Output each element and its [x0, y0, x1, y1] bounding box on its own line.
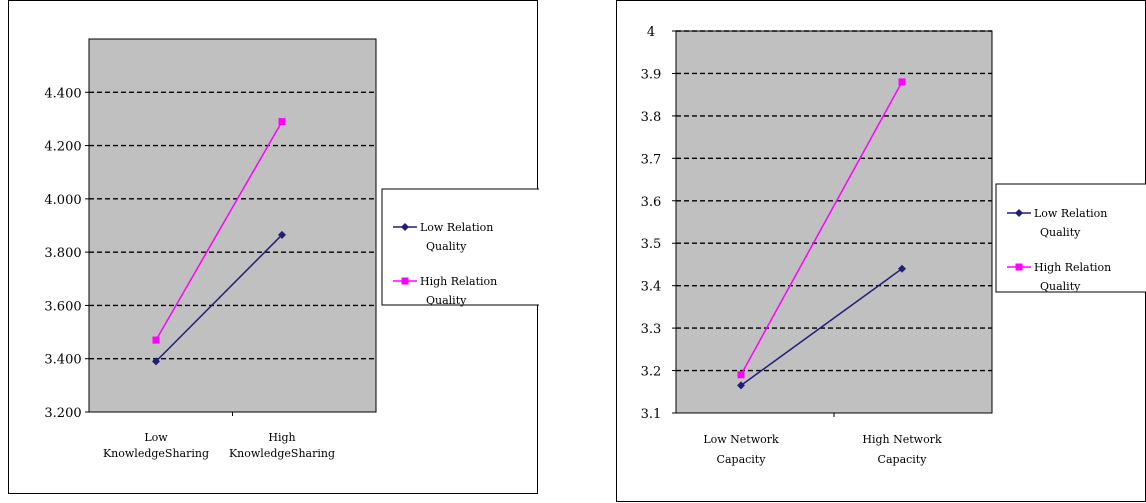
- y-tick-label: 3.2: [641, 365, 662, 380]
- plot-area: [88, 38, 377, 413]
- x-category-label: Capacity: [717, 453, 767, 466]
- y-tick-label: 3.400: [44, 353, 81, 368]
- x-category-label: KnowledgeSharing: [103, 447, 209, 460]
- legend-entry-label: Low Relation: [420, 221, 493, 234]
- legend-entry-label: Quality: [426, 294, 467, 307]
- y-tick-label: 3.9: [641, 67, 662, 82]
- y-tick-label: 3.7: [641, 152, 662, 167]
- x-category-label: KnowledgeSharing: [229, 447, 335, 460]
- series-line-high-relation-quality: [155, 121, 283, 341]
- x-category-label: Low: [144, 431, 168, 444]
- data-point: [737, 371, 745, 379]
- y-tick-label: 4.000: [44, 193, 81, 208]
- data-point: [898, 264, 906, 273]
- y-tick-label: 3.8: [641, 110, 662, 125]
- legend-marker: [1015, 263, 1023, 271]
- chart-network-capacity-svg: 3.1 3.2 3.3 3.4 3.5 3.6 3.7 3.8 3.9 4 Low Network C…: [641, 25, 1146, 466]
- x-category-label: Low Network: [703, 433, 779, 446]
- chart-knowledge-sharing: 3.200 3.400 3.600 3.800 4.000 4.200 4.400 Low Kn…: [8, 0, 539, 494]
- legend-box: [381, 188, 539, 306]
- series-line-low-relation-quality: [740, 268, 903, 387]
- data-point: [278, 118, 286, 126]
- x-category-label: Capacity: [878, 453, 928, 466]
- y-tick-label: 3.4: [641, 280, 662, 295]
- legend-entry-label: High Relation: [420, 275, 497, 288]
- y-tick-label: 3.1: [641, 407, 662, 422]
- series-line-high-relation-quality: [740, 81, 903, 376]
- chart-network-capacity: 3.1 3.2 3.3 3.4 3.5 3.6 3.7 3.8 3.9 4 Low Network C…: [616, 0, 1146, 502]
- legend-entry-label: Low Relation: [1034, 207, 1107, 220]
- chart-knowledge-sharing-svg: 3.200 3.400 3.600 3.800 4.000 4.200 4.400 Low Kn…: [44, 38, 539, 460]
- plot-area: [675, 30, 993, 414]
- y-tick-label: 3.6: [641, 195, 662, 210]
- y-tick-label: 4.200: [44, 140, 81, 155]
- data-point: [152, 357, 160, 366]
- legend-marker: [1015, 209, 1023, 217]
- legend-box: [995, 183, 1146, 293]
- legend-entry-label: Quality: [1040, 280, 1081, 293]
- series-line-low-relation-quality: [155, 234, 283, 362]
- legend-marker: [401, 277, 409, 285]
- data-point: [737, 381, 745, 390]
- y-tick-label: 3.200: [44, 406, 81, 421]
- data-point: [278, 230, 286, 239]
- legend-entry-label: Quality: [426, 240, 467, 253]
- legend-entry-label: High Relation: [1034, 261, 1111, 274]
- y-tick-label: 4: [647, 25, 655, 40]
- legend-entry-label: Quality: [1040, 226, 1081, 239]
- y-tick-label: 3.3: [641, 322, 662, 337]
- y-tick-label: 4.400: [44, 86, 81, 101]
- data-point: [152, 336, 160, 344]
- y-tick-label: 3.800: [44, 246, 81, 261]
- y-tick-label: 3.5: [641, 237, 662, 252]
- x-category-label: High Network: [862, 433, 942, 446]
- y-tick-label: 3.600: [44, 299, 81, 314]
- data-point: [898, 78, 906, 86]
- legend-marker: [401, 223, 409, 231]
- x-category-label: High: [268, 431, 295, 444]
